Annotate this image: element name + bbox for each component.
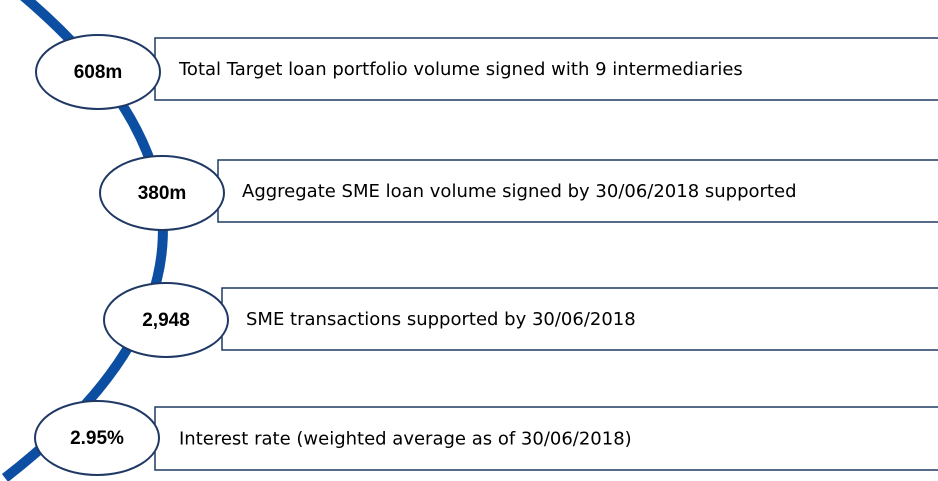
value-label: 380m bbox=[138, 183, 187, 204]
value-label: 2,948 bbox=[142, 310, 190, 331]
item-text: Aggregate SME loan volume signed by 30/0… bbox=[242, 181, 797, 202]
value-bubble bbox=[34, 400, 160, 476]
item-text: Interest rate (weighted average as of 30… bbox=[179, 429, 632, 450]
value-label: 2.95% bbox=[70, 428, 124, 449]
item-text: SME transactions supported by 30/06/2018 bbox=[246, 309, 636, 330]
item-text: Total Target loan portfolio volume signe… bbox=[178, 59, 743, 80]
value-label: 608m bbox=[74, 62, 123, 83]
value-bubble bbox=[99, 155, 225, 231]
value-bubble bbox=[35, 34, 161, 110]
value-bubble bbox=[103, 282, 229, 358]
